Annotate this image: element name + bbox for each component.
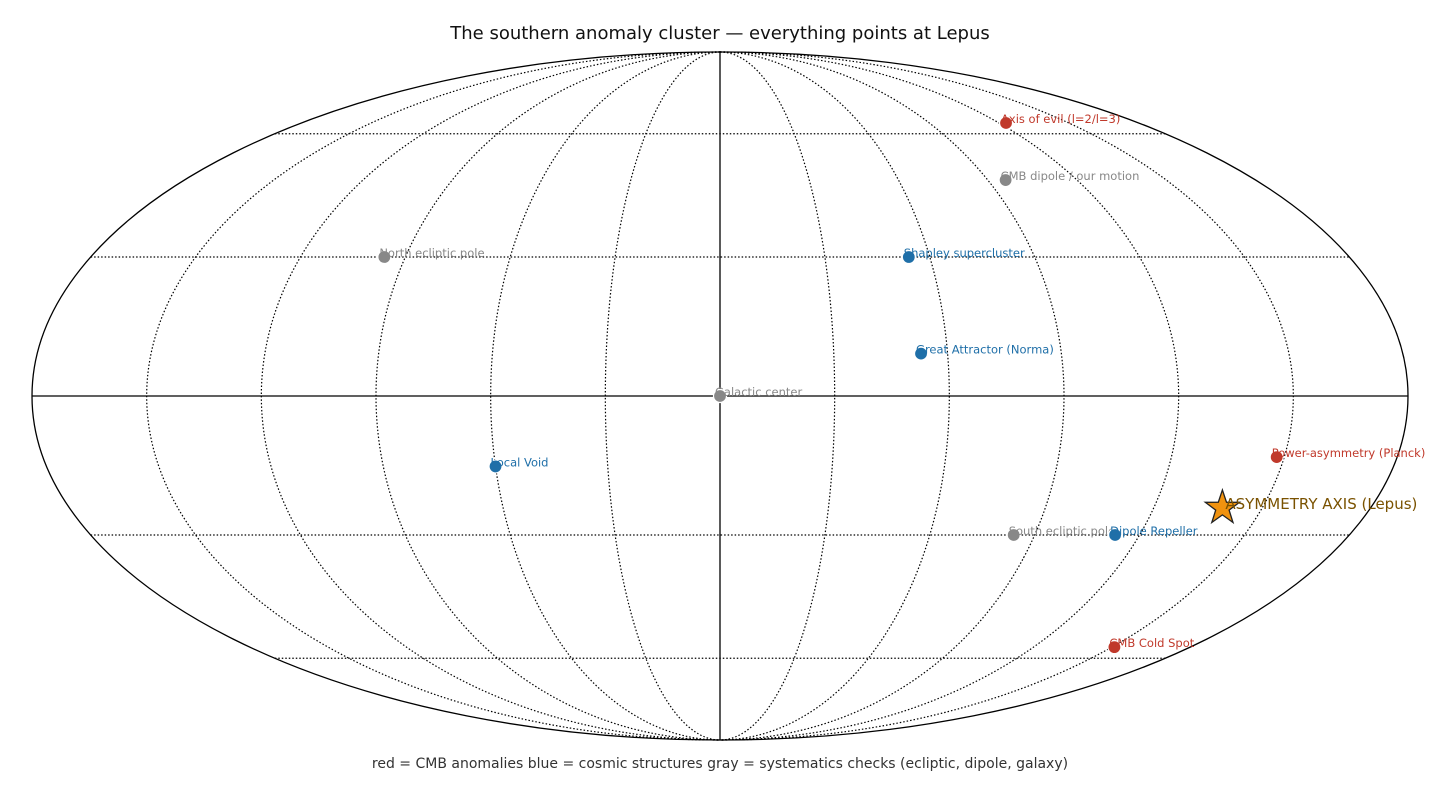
point-label: Galactic center [715,385,802,399]
point [1006,527,1021,543]
highlight-star [1203,487,1242,525]
point [998,115,1014,131]
chart-title: The southern anomaly cluster — everythin… [449,23,990,44]
point [901,249,916,265]
point-label: Great Attractor (Norma) [916,343,1054,357]
point [998,172,1013,188]
point-label: CMB Cold Spot [1109,636,1194,650]
grid-meridian [719,51,1180,741]
point [712,388,728,404]
point-label: North ecliptic pole [379,246,484,260]
point [1107,527,1123,543]
point [1269,449,1284,465]
point-label: Local Void [491,455,549,469]
highlight-label: ASYMMETRY AXIS (Lepus) [1225,495,1417,513]
point-label: Dipole Repeller [1110,524,1198,538]
point-label: Axis of evil (l=2/l=3) [1001,112,1120,126]
point-label: Power-asymmetry (Planck) [1272,446,1426,460]
point [913,346,929,361]
point-label: Shapley supercluster [904,246,1025,260]
point [488,459,503,474]
point-label: CMB dipole / our motion [1001,169,1140,183]
point-label: South ecliptic pole [1009,524,1115,538]
grid-meridian [260,51,721,741]
legend-note: red = CMB anomalies blue = cosmic struct… [372,756,1068,772]
point [1107,640,1122,655]
point [377,249,392,265]
